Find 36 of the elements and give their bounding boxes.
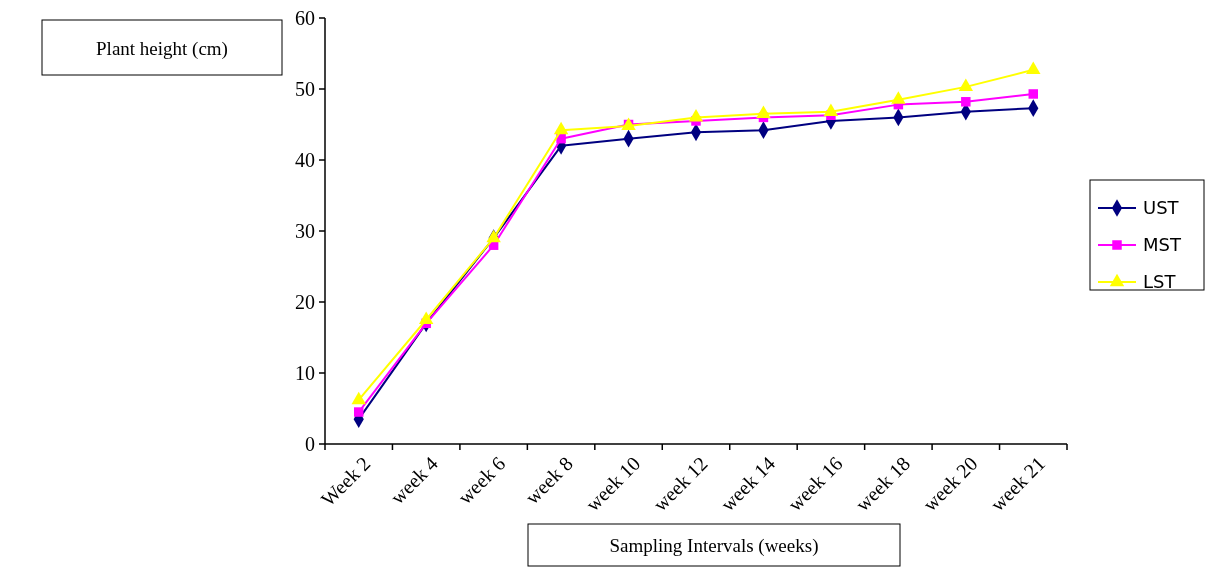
- y-tick-label: 60: [295, 7, 315, 29]
- y-tick-label: 30: [295, 220, 315, 242]
- x-tick-label: week 10: [581, 452, 645, 516]
- legend-label: MST: [1143, 234, 1182, 256]
- x-tick-label: week 18: [851, 452, 915, 516]
- point: [961, 97, 971, 107]
- legend-label: LST: [1143, 271, 1177, 293]
- legend-label: UST: [1143, 197, 1180, 219]
- point: [486, 229, 501, 243]
- point: [756, 105, 771, 119]
- x-tick-label: week 14: [716, 452, 780, 516]
- x-tick-label: week 6: [453, 452, 510, 509]
- point: [823, 103, 839, 116]
- x-tick-label: week 12: [648, 452, 712, 516]
- x-tick-label: week 8: [520, 452, 577, 509]
- x-tick-label: week 4: [385, 452, 442, 509]
- y-tick-label: 0: [305, 433, 315, 455]
- x-tick-label: week 16: [783, 452, 847, 516]
- y-axis-title: Plant height (cm): [96, 37, 228, 60]
- x-tick-label: week 20: [918, 452, 982, 516]
- x-tick-label: week 21: [985, 452, 1050, 516]
- point: [958, 78, 974, 92]
- point: [418, 311, 434, 324]
- x-axis-title: Sampling Intervals (weeks): [609, 534, 819, 557]
- y-tick-label: 40: [295, 149, 315, 171]
- y-tick-label: 20: [295, 291, 315, 313]
- point: [1028, 89, 1039, 99]
- point: [891, 91, 906, 104]
- x-tick-label: Week 2: [316, 452, 375, 511]
- point: [688, 109, 704, 122]
- point: [553, 121, 569, 135]
- y-tick-label: 50: [295, 78, 315, 100]
- y-tick-label: 10: [295, 362, 315, 384]
- point: [351, 391, 366, 405]
- point: [353, 407, 364, 417]
- point: [1026, 61, 1041, 74]
